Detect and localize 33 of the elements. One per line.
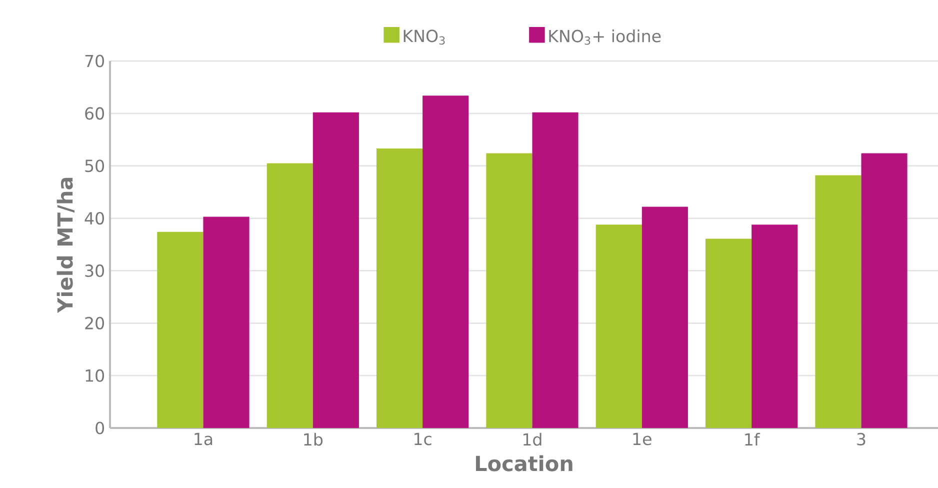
x-tick-label: 1e <box>633 432 652 446</box>
bar <box>596 224 642 428</box>
y-tick-label: 60 <box>85 107 104 120</box>
legend-label: KNO$_{3}$+ iodine <box>549 30 661 45</box>
y-tick-label: 20 <box>85 316 104 330</box>
x-axis-title: Location <box>476 455 572 472</box>
x-tick-label: 1c <box>414 432 432 446</box>
bar <box>312 112 359 428</box>
bar <box>157 232 204 428</box>
bar <box>203 216 250 428</box>
bar <box>815 175 862 428</box>
bar <box>642 206 688 428</box>
y-tick-label: 50 <box>85 160 104 172</box>
bar <box>752 224 798 428</box>
y-tick-label: 30 <box>85 264 104 277</box>
bar <box>532 112 578 428</box>
y-axis-title: Yield MT/ha <box>56 178 74 313</box>
x-tick-label: 3 <box>857 432 866 446</box>
legend-label: KNO$_{3}$ <box>404 30 445 45</box>
bar <box>422 96 469 428</box>
bar <box>376 148 423 428</box>
y-tick-label: 0 <box>96 422 104 434</box>
y-tick-label: 70 <box>85 54 104 68</box>
x-tick-label: 1d <box>524 432 542 446</box>
y-tick-label: 10 <box>86 369 104 382</box>
x-tick-label: 1f <box>745 432 760 446</box>
bar <box>266 163 313 428</box>
bar <box>486 153 532 428</box>
x-tick-label: 1b <box>304 432 323 446</box>
bar <box>861 153 908 428</box>
x-tick-label: 1a <box>194 432 212 446</box>
y-tick-label: 40 <box>84 212 104 225</box>
bar <box>706 238 752 428</box>
